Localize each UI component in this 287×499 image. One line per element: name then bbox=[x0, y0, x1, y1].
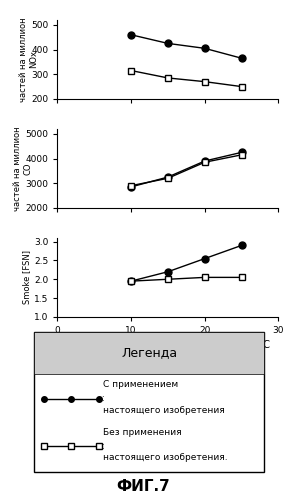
Text: :: : bbox=[99, 394, 104, 403]
Text: Легенда: Легенда bbox=[121, 346, 177, 359]
Text: настоящего изобретения: настоящего изобретения bbox=[103, 406, 225, 415]
Y-axis label: Smoke [FSN]: Smoke [FSN] bbox=[22, 250, 31, 304]
FancyBboxPatch shape bbox=[34, 332, 264, 472]
Text: ФИГ.7: ФИГ.7 bbox=[117, 479, 170, 494]
Text: С применением: С применением bbox=[103, 380, 179, 389]
Text: Без применения: Без применения bbox=[103, 428, 182, 437]
Text: настоящего изобретения.: настоящего изобретения. bbox=[103, 453, 228, 462]
FancyBboxPatch shape bbox=[34, 332, 264, 374]
Text: :: : bbox=[99, 442, 104, 451]
X-axis label: Температура всасываемого воздуха, °C: Температура всасываемого воздуха, °C bbox=[65, 340, 270, 350]
Y-axis label: частей на миллион
CO: частей на миллион CO bbox=[13, 126, 32, 211]
Y-axis label: частей на миллион
NOx: частей на миллион NOx bbox=[19, 17, 38, 102]
